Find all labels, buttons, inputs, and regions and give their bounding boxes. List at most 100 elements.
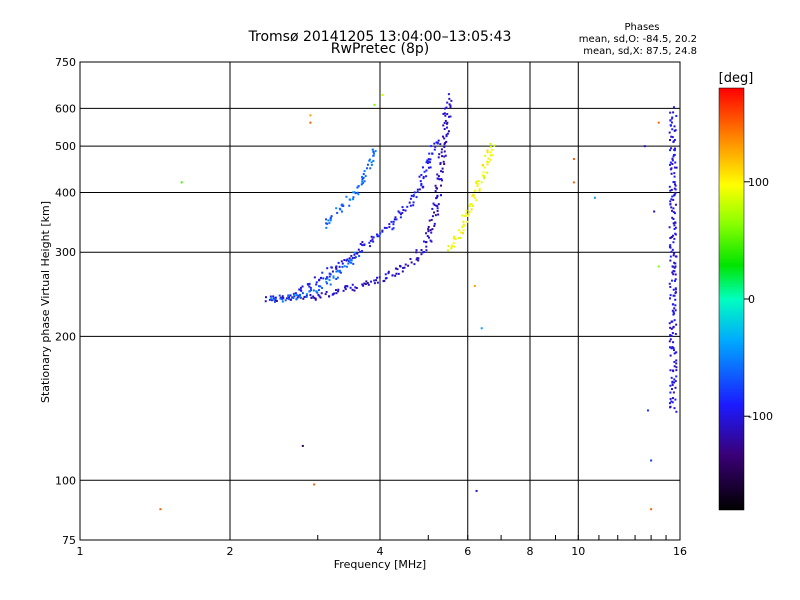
echo-point xyxy=(673,172,676,175)
echo-point xyxy=(378,276,381,279)
echo-point xyxy=(673,166,676,169)
echo-point xyxy=(671,309,674,312)
echo-point xyxy=(646,409,649,412)
echo-point xyxy=(486,151,489,154)
echo-point xyxy=(434,214,437,217)
echo-point xyxy=(643,145,646,148)
echo-point xyxy=(673,352,676,355)
echo-point xyxy=(345,259,348,262)
echo-point xyxy=(302,297,305,300)
echo-point xyxy=(381,229,384,232)
echo-point xyxy=(458,229,461,232)
echo-point xyxy=(437,177,440,180)
echo-point xyxy=(445,106,448,109)
echo-point xyxy=(278,294,281,297)
echo-point xyxy=(443,128,446,131)
echo-point xyxy=(671,320,674,323)
y-tick-label: 500 xyxy=(55,140,76,153)
y-tick-label: 600 xyxy=(55,102,76,115)
grid-lines xyxy=(80,62,680,540)
echo-point xyxy=(483,176,486,179)
echo-point xyxy=(674,147,677,150)
echo-point xyxy=(433,142,436,145)
echo-point xyxy=(673,153,676,156)
echo-point xyxy=(335,267,338,270)
echo-point xyxy=(422,240,425,243)
echo-point xyxy=(446,101,449,104)
echo-point xyxy=(674,212,677,215)
echo-point xyxy=(674,191,677,194)
echo-point xyxy=(672,349,675,352)
echo-point xyxy=(325,218,328,221)
echo-points xyxy=(159,93,678,511)
echo-point xyxy=(401,206,404,209)
echo-point xyxy=(673,312,676,315)
echo-point xyxy=(296,296,299,299)
echo-point xyxy=(424,232,427,235)
echo-point xyxy=(436,142,439,145)
echo-point xyxy=(336,269,339,272)
echo-point xyxy=(480,181,483,184)
echo-point xyxy=(441,167,444,170)
echo-point xyxy=(345,195,348,198)
echo-point xyxy=(671,162,674,165)
echo-point xyxy=(420,173,423,176)
echo-point xyxy=(350,254,353,257)
echo-point xyxy=(447,130,450,133)
echo-point xyxy=(417,259,420,262)
echo-point xyxy=(471,204,474,207)
echo-point xyxy=(671,159,674,162)
echo-point xyxy=(351,283,354,286)
echo-point xyxy=(309,289,312,292)
echo-point xyxy=(415,251,418,254)
echo-point xyxy=(361,241,364,244)
echo-point xyxy=(668,131,671,134)
echo-point xyxy=(392,227,395,230)
echo-point xyxy=(412,195,415,198)
echo-point xyxy=(462,220,465,223)
echo-point xyxy=(352,191,355,194)
echo-point xyxy=(671,381,674,384)
echo-point xyxy=(670,121,673,124)
echo-point xyxy=(313,483,316,486)
echo-point xyxy=(673,175,676,178)
echo-point xyxy=(308,285,311,288)
echo-point xyxy=(409,197,412,200)
echo-point xyxy=(670,135,673,138)
echo-point xyxy=(670,188,673,191)
echo-point xyxy=(381,93,384,96)
echo-point xyxy=(447,93,450,96)
echo-point xyxy=(674,288,677,291)
echo-point xyxy=(329,273,332,276)
echo-point xyxy=(669,334,672,337)
echo-point xyxy=(475,180,478,183)
echo-point xyxy=(443,137,446,140)
echo-point xyxy=(374,150,377,153)
echo-point xyxy=(475,182,478,185)
echo-point xyxy=(396,268,399,271)
echo-point xyxy=(334,289,337,292)
echo-point xyxy=(669,236,672,239)
echo-point xyxy=(305,296,308,299)
echo-point xyxy=(675,362,678,365)
echo-point xyxy=(445,135,448,138)
echo-point xyxy=(670,250,673,253)
echo-point xyxy=(669,203,672,206)
echo-point xyxy=(671,128,674,131)
echo-point xyxy=(459,236,462,239)
echo-point xyxy=(372,159,375,162)
echo-point xyxy=(436,194,439,197)
echo-point xyxy=(274,297,277,300)
echo-point xyxy=(433,224,436,227)
echo-point xyxy=(668,185,671,188)
echo-point xyxy=(670,327,673,330)
echo-point xyxy=(325,290,328,293)
echo-point xyxy=(319,296,322,299)
echo-point xyxy=(668,322,671,325)
echo-point xyxy=(362,181,365,184)
echo-point xyxy=(493,144,496,147)
echo-point xyxy=(305,293,308,296)
echo-point xyxy=(353,253,356,256)
echo-point xyxy=(672,140,675,143)
echo-point xyxy=(673,365,676,368)
